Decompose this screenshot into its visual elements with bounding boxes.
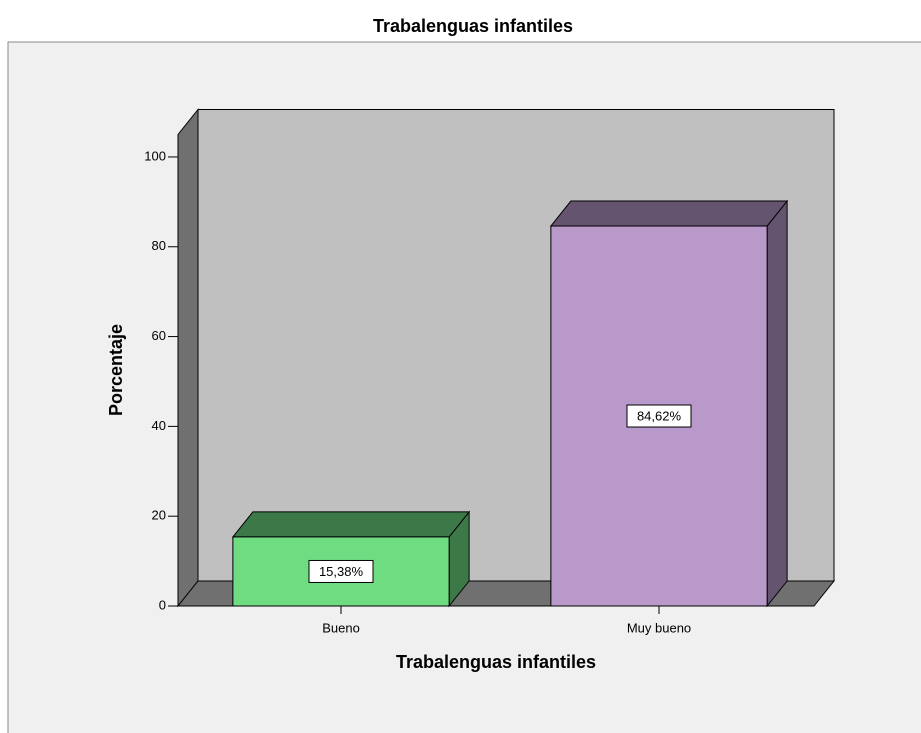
y-tick-label: 40 xyxy=(152,418,166,433)
x-tick-label: Bueno xyxy=(322,620,360,635)
y-tick-label: 0 xyxy=(159,597,166,612)
x-tick-label: Muy bueno xyxy=(627,620,691,635)
y-tick-label: 20 xyxy=(152,508,166,523)
value-label: 15,38% xyxy=(319,564,364,579)
bar-top xyxy=(231,511,471,538)
bar-side xyxy=(766,199,788,608)
chart-title: Trabalenguas infantiles xyxy=(373,16,573,36)
y-tick-label: 60 xyxy=(152,328,166,343)
y-tick-label: 80 xyxy=(152,238,166,253)
value-label-box xyxy=(308,559,374,583)
y-tick-label: 100 xyxy=(144,148,166,163)
y-axis-title: Porcentaje xyxy=(106,324,126,416)
value-label: 84,62% xyxy=(637,408,682,423)
value-label-box xyxy=(626,404,692,428)
bar-top xyxy=(549,200,789,227)
x-axis-title: Trabalenguas infantiles xyxy=(396,652,596,672)
side-wall xyxy=(177,108,199,608)
